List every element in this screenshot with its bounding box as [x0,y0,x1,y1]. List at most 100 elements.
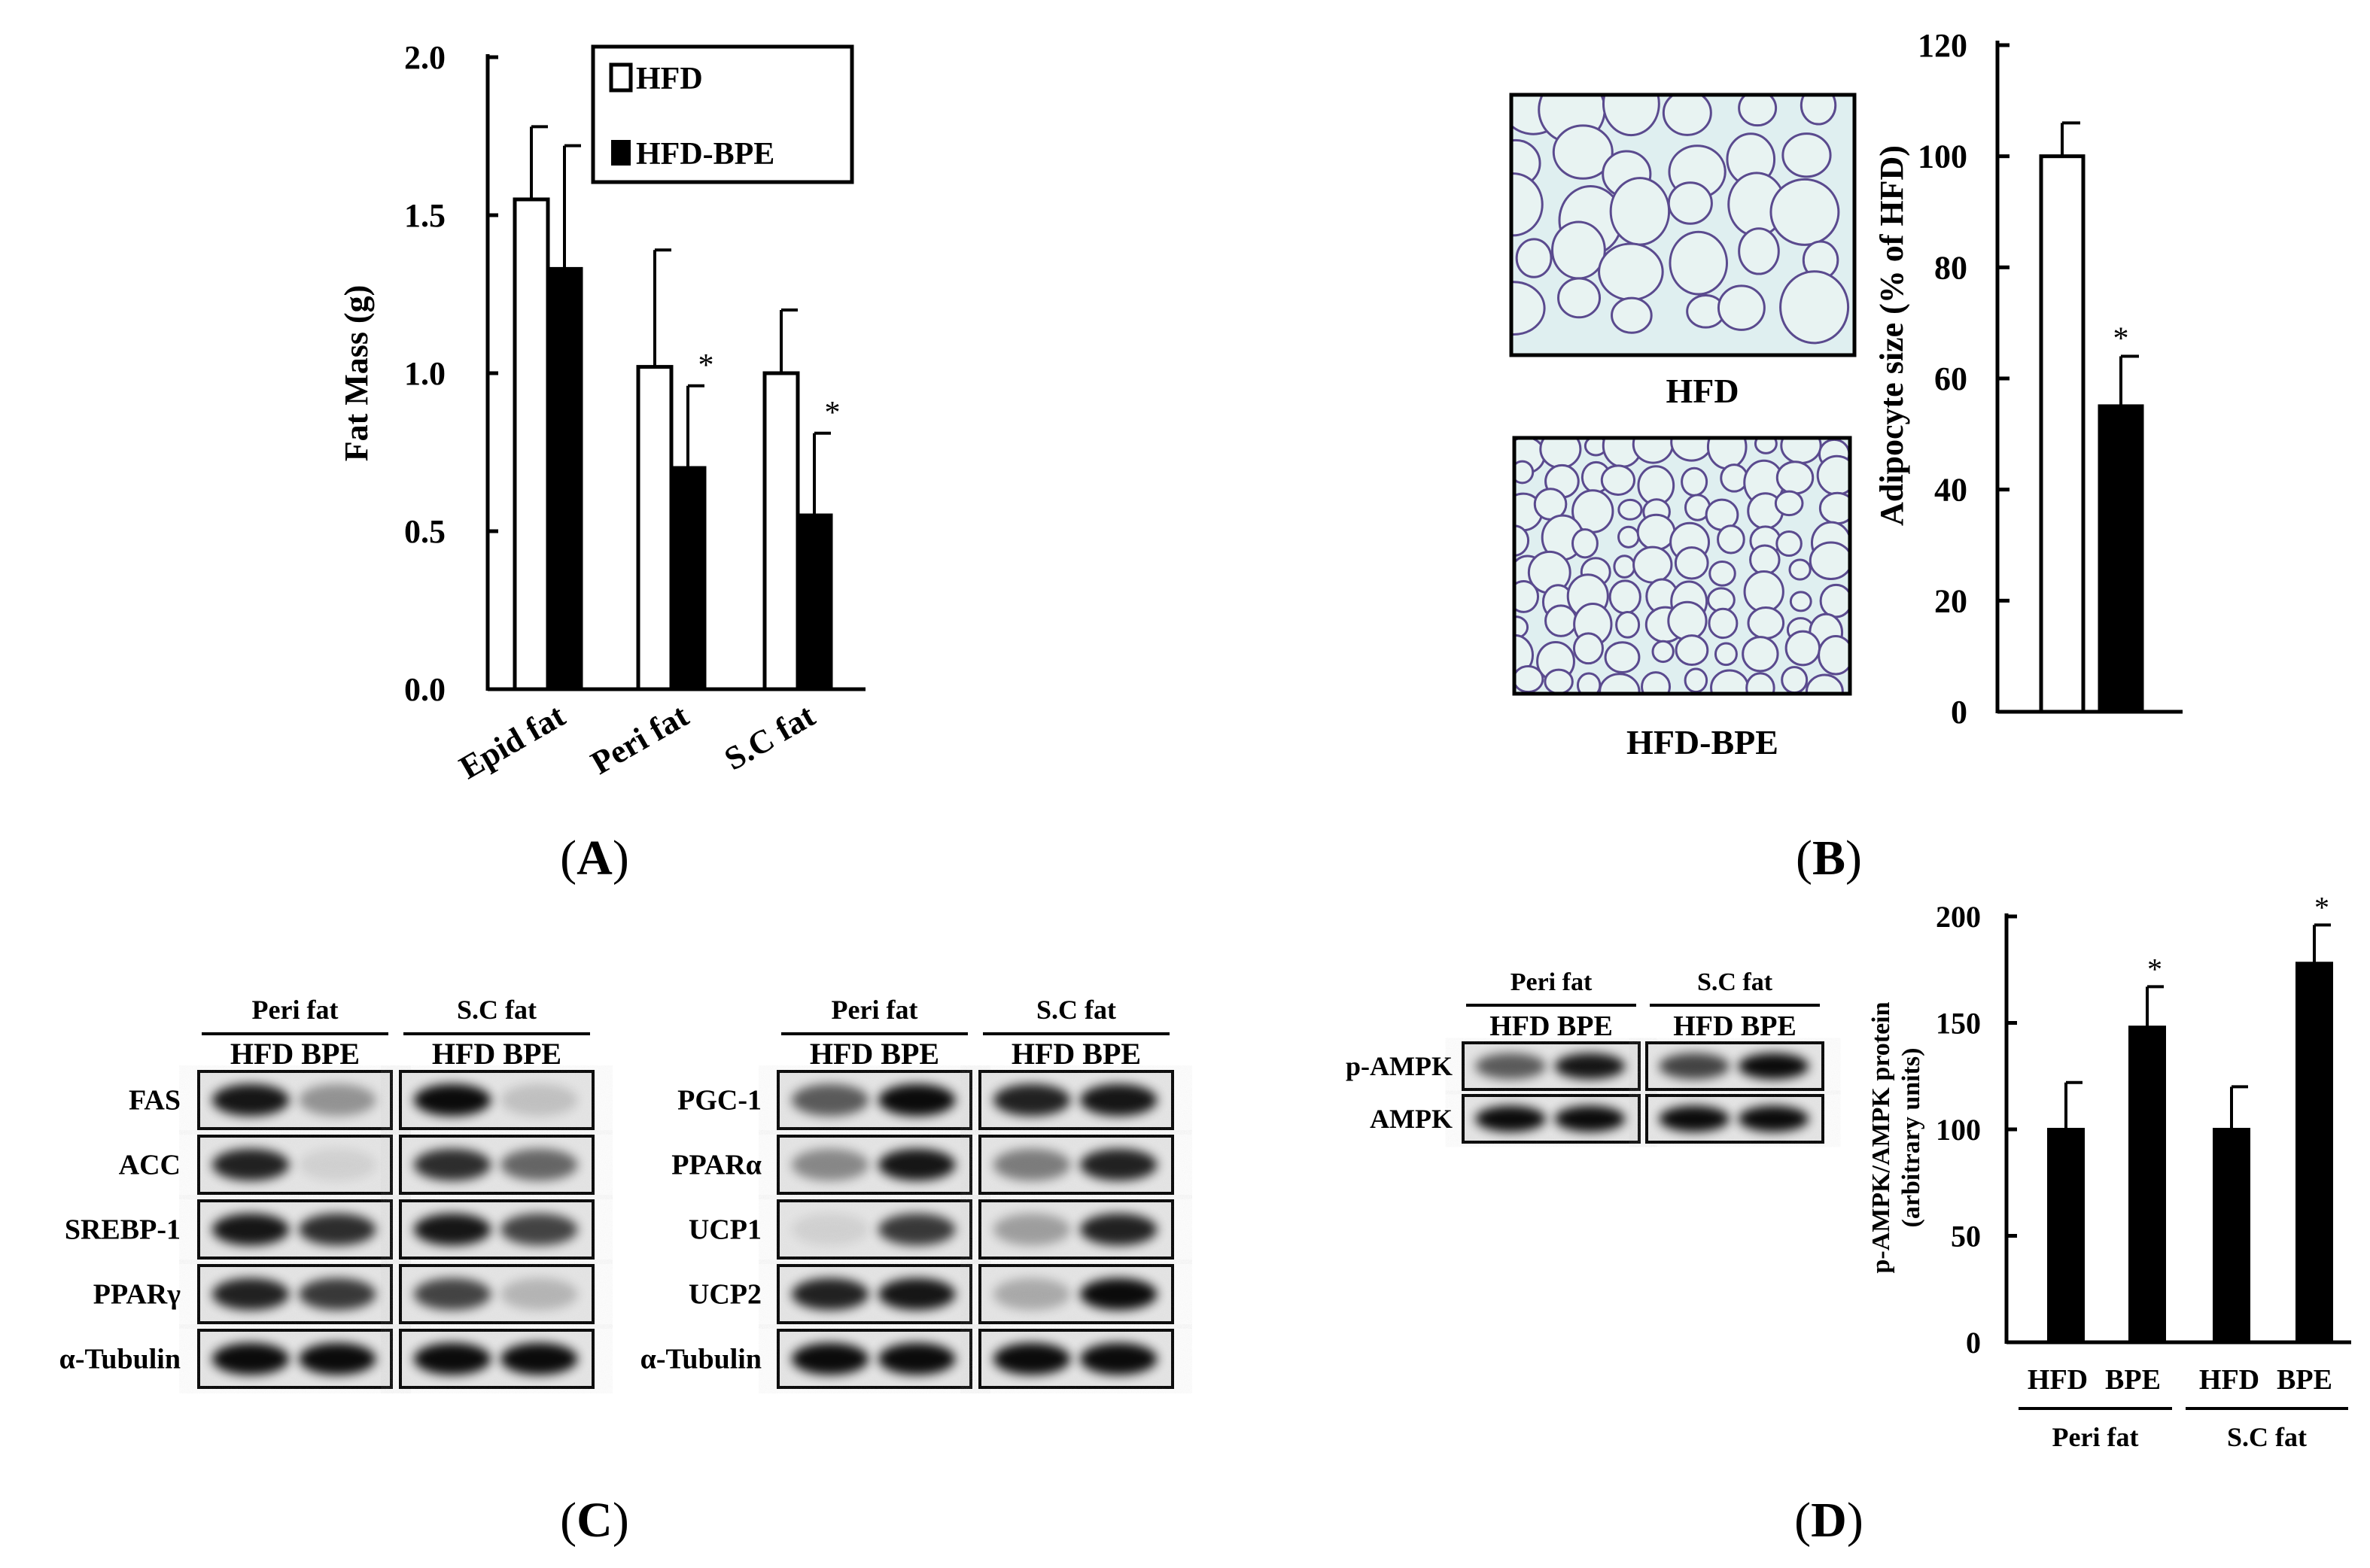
panel-b-chart: 0 20 40 60 80 100 120 Adipocyte size (% of HFD)… [1873,27,2183,731]
blot-row-label: UCP1 [689,1214,762,1246]
adipocyte [1745,672,1775,694]
legend-swatch-hfd-bpe [611,140,631,166]
blot-lane-labels: HFD BPE [1673,1010,1797,1042]
blot-lane-labels: HFD BPE [1012,1037,1141,1071]
group-label: Peri fat [2052,1422,2139,1452]
adipocyte [1602,95,1660,137]
bar [2128,1026,2166,1345]
adipocyte [1805,673,1844,694]
x-tick-label: HFD [2028,1364,2088,1396]
blot-band [1475,1105,1546,1132]
adipocyte [1651,640,1675,664]
y-axis-label: Fat Mass (g) [338,285,375,462]
adipocyte [1609,177,1671,246]
adipocyte [1788,558,1812,581]
x-tick-label: Peri fat [585,697,695,782]
blot-row-label: FAS [129,1085,181,1117]
blot-band [993,1083,1071,1117]
blot-row-label: α-Tubulin [59,1344,181,1375]
adipocyte [1717,284,1766,331]
adipocyte [1809,541,1850,581]
blot-band [500,1342,578,1375]
blot-band [413,1278,491,1311]
blot-band [299,1342,376,1375]
adipocyte [1615,611,1641,639]
bar-hfd-bpe [669,466,707,691]
blot-band [993,1342,1071,1375]
blot-row-label: PPARγ [93,1279,181,1311]
adipocyte [1708,607,1739,640]
y-tick-label: 0.0 [404,671,446,708]
adipocyte [1681,466,1708,497]
panel-d-chart: 0 50 100 150 200 p-AMPK/AMPK protein (arbitrar… [1867,890,2351,1452]
y-tick-label: 40 [1934,472,1967,509]
adipocyte [1747,606,1785,640]
adipocyte [1611,296,1653,334]
blot-band [791,1278,869,1311]
panel-labels: (A) (B) (C) (D) [560,831,1863,1548]
adipocyte [1818,634,1850,676]
y-axis-label: p-AMPK/AMPK protein [1867,1001,1895,1273]
y-axis-label-units: (arbitrary units) [1897,1048,1925,1228]
x-tick-label: S.C fat [718,697,821,777]
adipocyte [1632,545,1673,584]
blot-band [211,1278,290,1311]
adipocyte [1557,277,1602,319]
adipocyte [1789,591,1812,612]
bar-hfd-bpe [546,266,583,691]
y-tick-label: 80 [1934,249,1967,286]
adipocyte [1600,464,1636,496]
panel-d-western-blot: Peri fat HFD BPE S.C fat HFD BPE p-AMPK AMPK [1346,968,1824,1144]
bar-hfd-bpe [796,513,833,691]
adipocyte [1670,438,1713,462]
y-tick-label: 200 [1936,900,1981,934]
blot-band [1659,1053,1730,1080]
histology-image-hfd [1509,93,1857,357]
blot-band [791,1083,869,1117]
y-tick-label: 1.5 [404,197,446,234]
blot-band [1738,1053,1809,1080]
y-tick-label: 2.0 [404,39,446,76]
blot-band [1080,1213,1158,1246]
blot-group-label: S.C fat [1036,995,1116,1025]
adipocyte [1604,641,1641,673]
blot-band [1080,1342,1158,1375]
adipocyte [1775,460,1815,495]
blot-group-label: Peri fat [252,995,339,1025]
blot-band [500,1278,578,1311]
legend-label-hfd-bpe: HFD-BPE [636,137,774,172]
blot-band [993,1213,1071,1246]
adipocyte [1511,172,1544,237]
y-tick-label: 0 [1966,1326,1981,1360]
bar-hfd-bpe [2098,404,2144,714]
adipocyte [1738,227,1780,275]
adipocyte [1544,668,1574,694]
blot-band [878,1278,956,1311]
adipocyte [1515,238,1553,278]
adipocyte [1775,530,1803,558]
blot-band [1475,1053,1546,1080]
adipocyte [1641,671,1672,694]
blot-row-label: UCP2 [689,1279,762,1311]
histology-frame [1512,436,1852,696]
adipocyte [1769,178,1840,246]
adipocyte [1514,460,1535,485]
adipocyte [1714,642,1738,667]
adipocyte [1710,669,1750,694]
blot-lane-labels: HFD BPE [230,1037,360,1071]
x-tick-label: BPE [2105,1364,2161,1396]
y-tick-label: 0 [1951,694,1967,731]
bar [2047,1128,2085,1344]
histology-frame [1509,93,1857,357]
adipocyte [1572,632,1604,665]
blot-band [211,1083,290,1117]
significance-marker: * [698,348,714,383]
blot-band [500,1083,578,1117]
adipocyte [1738,95,1778,127]
y-tick-label: 0.5 [404,513,446,550]
adipocyte [1613,555,1636,579]
panel-c-western-blots: Peri fat HFD BPE S.C fat HFD BPE FAS ACC SREBP… [59,995,1174,1389]
blot-band [878,1213,956,1246]
blot-band [1080,1278,1158,1311]
blot-band [1080,1083,1158,1117]
